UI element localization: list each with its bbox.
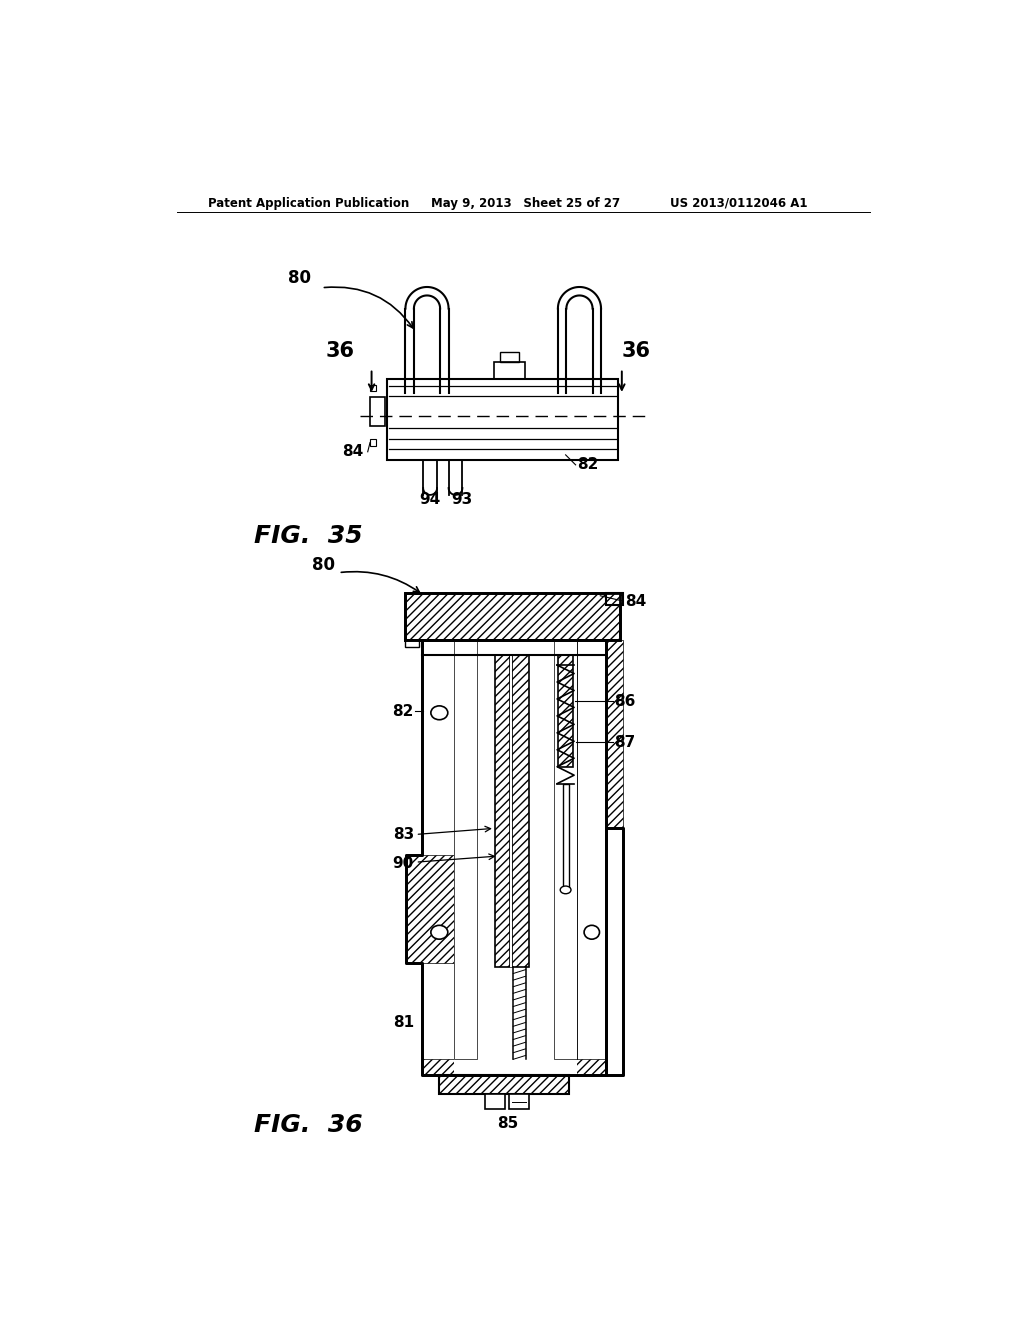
Bar bbox=[509, 1094, 529, 1109]
Ellipse shape bbox=[584, 925, 599, 940]
Bar bbox=[562, 784, 568, 890]
Bar bbox=[554, 640, 578, 1059]
Bar bbox=[510, 655, 512, 966]
Ellipse shape bbox=[431, 706, 447, 719]
Ellipse shape bbox=[560, 886, 571, 894]
Bar bbox=[407, 855, 454, 964]
Bar bbox=[422, 640, 454, 655]
Bar bbox=[370, 385, 376, 391]
Text: 87: 87 bbox=[614, 734, 635, 750]
Bar bbox=[495, 655, 510, 966]
Bar bbox=[370, 397, 385, 426]
Text: 36: 36 bbox=[326, 341, 354, 360]
Bar bbox=[422, 640, 454, 1074]
Text: FIG.  36: FIG. 36 bbox=[254, 1113, 362, 1137]
Bar bbox=[454, 640, 477, 1059]
Bar bbox=[578, 640, 606, 1074]
Bar bbox=[606, 594, 624, 605]
Text: 82: 82 bbox=[578, 457, 599, 473]
Bar bbox=[554, 640, 578, 1059]
Bar bbox=[370, 440, 376, 446]
Bar bbox=[578, 640, 606, 1074]
Bar bbox=[422, 640, 454, 1074]
Bar bbox=[500, 352, 518, 362]
Text: 81: 81 bbox=[393, 1015, 414, 1030]
Text: 80: 80 bbox=[289, 269, 311, 286]
Text: 93: 93 bbox=[451, 492, 472, 507]
Bar bbox=[512, 655, 528, 966]
Text: 84: 84 bbox=[343, 445, 364, 459]
Bar bbox=[605, 640, 620, 647]
Text: US 2013/0112046 A1: US 2013/0112046 A1 bbox=[670, 197, 807, 210]
Bar bbox=[454, 640, 578, 1074]
Bar bbox=[438, 1074, 569, 1094]
Bar bbox=[558, 655, 573, 767]
Text: 90: 90 bbox=[392, 857, 414, 871]
Bar bbox=[404, 594, 620, 640]
Bar bbox=[404, 594, 620, 640]
Ellipse shape bbox=[431, 925, 447, 940]
Bar bbox=[494, 362, 524, 379]
Text: 83: 83 bbox=[392, 826, 414, 842]
Bar bbox=[484, 1094, 505, 1109]
Bar bbox=[454, 640, 477, 1059]
Text: 86: 86 bbox=[614, 694, 636, 709]
Text: 85: 85 bbox=[498, 1115, 518, 1131]
Text: 94: 94 bbox=[420, 492, 440, 507]
Bar bbox=[422, 1059, 606, 1074]
Bar bbox=[606, 640, 624, 829]
Text: 84: 84 bbox=[625, 594, 646, 609]
Bar bbox=[387, 379, 617, 461]
Text: 80: 80 bbox=[311, 556, 335, 574]
Bar bbox=[578, 640, 606, 655]
Text: 82: 82 bbox=[392, 704, 414, 719]
Text: May 9, 2013 Sheet 25 of 27: May 9, 2013 Sheet 25 of 27 bbox=[431, 197, 620, 210]
Text: Patent Application Publication: Patent Application Publication bbox=[208, 197, 409, 210]
Text: 36: 36 bbox=[622, 341, 651, 360]
Text: FIG.  35: FIG. 35 bbox=[254, 524, 362, 548]
Bar bbox=[404, 640, 419, 647]
